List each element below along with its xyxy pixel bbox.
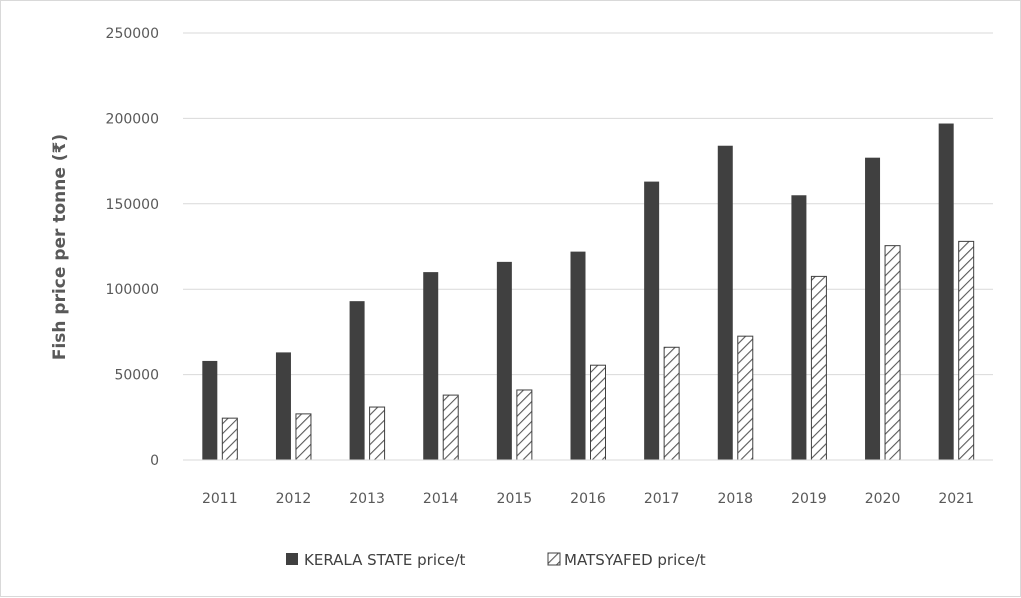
bar-matsyafed-2020 [884, 245, 901, 461]
y-tick-label: 0 [150, 453, 159, 469]
bars [202, 123, 975, 461]
bar-kerala-2016 [570, 251, 586, 460]
y-tick-label: 200000 [106, 111, 159, 127]
x-tick-label: 2019 [791, 491, 827, 507]
bar-kerala-2018 [717, 145, 733, 460]
bar-matsyafed-2011 [221, 417, 238, 461]
x-tick-label: 2014 [423, 491, 459, 507]
y-tick-label: 100000 [106, 282, 159, 298]
x-tick-label: 2018 [717, 491, 753, 507]
bar-kerala-2017 [644, 181, 660, 460]
bar-kerala-2013 [349, 301, 365, 460]
bar-matsyafed-2015 [516, 389, 533, 461]
y-tick-label: 50000 [114, 368, 159, 384]
legend-label-kerala: KERALA STATE price/t [304, 551, 466, 569]
bar-matsyafed-2019 [810, 275, 827, 461]
x-tick-label: 2021 [938, 491, 974, 507]
bar-matsyafed-2014 [442, 394, 459, 461]
bar-kerala-2015 [496, 261, 512, 460]
bar-matsyafed-2012 [295, 413, 312, 461]
bar-matsyafed-2016 [590, 364, 606, 461]
bar-kerala-2019 [791, 195, 807, 460]
legend: KERALA STATE price/t MATSYAFED price/t [286, 551, 706, 569]
gridlines [183, 32, 993, 376]
bar-kerala-2011 [202, 360, 218, 460]
bar-matsyafed-2018 [737, 335, 754, 461]
y-tick-label: 150000 [106, 197, 159, 213]
bar-matsyafed-2021 [958, 240, 975, 461]
bar-kerala-2020 [865, 157, 881, 460]
bar-kerala-2014 [423, 272, 439, 460]
x-tick-label: 2017 [644, 491, 680, 507]
y-tick-label: 250000 [106, 26, 159, 42]
y-axis-ticks: 0 50000 100000 150000 200000 250000 [106, 26, 159, 469]
x-tick-label: 2016 [570, 491, 606, 507]
y-axis-label: Fish price per tonne (₹) [50, 134, 70, 360]
bar-matsyafed-2017 [663, 346, 680, 461]
legend-swatch-kerala [286, 553, 298, 565]
bar-kerala-2021 [938, 123, 954, 461]
bar-matsyafed-2013 [369, 406, 386, 461]
legend-label-matsyafed: MATSYAFED price/t [564, 551, 706, 569]
x-axis-ticks: 2011 2012 2013 2014 2015 2016 2017 2018 2019 2020… [202, 491, 974, 507]
x-tick-label: 2012 [276, 491, 312, 507]
legend-swatch-matsyafed [547, 552, 561, 566]
x-tick-label: 2011 [202, 491, 238, 507]
bar-kerala-2012 [275, 352, 291, 460]
x-tick-label: 2020 [865, 491, 901, 507]
x-tick-label: 2015 [497, 491, 533, 507]
x-tick-label: 2013 [349, 491, 385, 507]
